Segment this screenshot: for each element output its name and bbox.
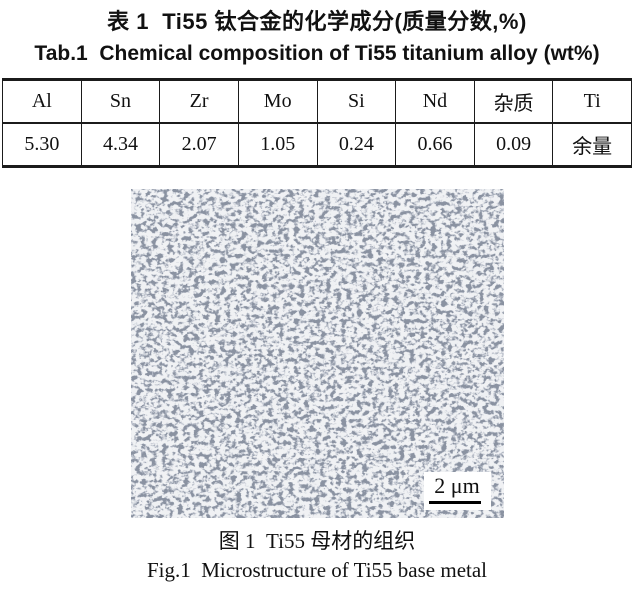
scale-bar: 2 μm [423,472,491,510]
value-impurity: 0.09 [473,123,554,167]
paper-page: 表 1 Ti55 钛合金的化学成分(质量分数,%) Tab.1 Chemical… [0,8,634,596]
scale-label: 2 μm [434,473,480,498]
table-row: 5.30 4.34 2.07 1.05 0.24 0.66 0.09 余量 [2,123,632,167]
micrograph-image [130,189,504,518]
column-header-nd: Nd [395,79,475,123]
value-zr: 2.07 [159,123,239,167]
value-nd: 0.66 [395,123,475,167]
table-title-zh: 表 1 Ti55 钛合金的化学成分(质量分数,%) [107,9,527,34]
column-header-sn: Sn [80,79,161,123]
micrograph-speckle-dark-layer [130,189,504,518]
column-header-si: Si [316,79,397,123]
value-al: 5.30 [2,123,82,167]
scale-bar-line [428,501,481,504]
micrograph-figure: 2 μm [130,189,504,518]
column-header-zr: Zr [159,79,239,123]
table-header-row: Al Sn Zr Mo Si Nd 杂质 Ti [2,79,632,123]
value-ti: 余量 [552,123,632,167]
value-sn: 4.34 [80,123,161,167]
table-title-en: Tab.1 Chemical composition of Ti55 titan… [34,42,600,65]
value-mo: 1.05 [237,123,318,167]
figure-caption-zh: 图 1 Ti55 母材的组织 [218,529,416,553]
column-header-impurity: 杂质 [473,79,554,123]
composition-table: Al Sn Zr Mo Si Nd 杂质 Ti 5.30 4.34 2.07 1… [2,78,632,168]
figure-caption-en: Fig.1 Microstructure of Ti55 base metal [146,558,488,582]
column-header-al: Al [2,79,82,123]
column-header-ti: Ti [552,79,632,123]
column-header-mo: Mo [237,79,318,123]
value-si: 0.24 [316,123,397,167]
